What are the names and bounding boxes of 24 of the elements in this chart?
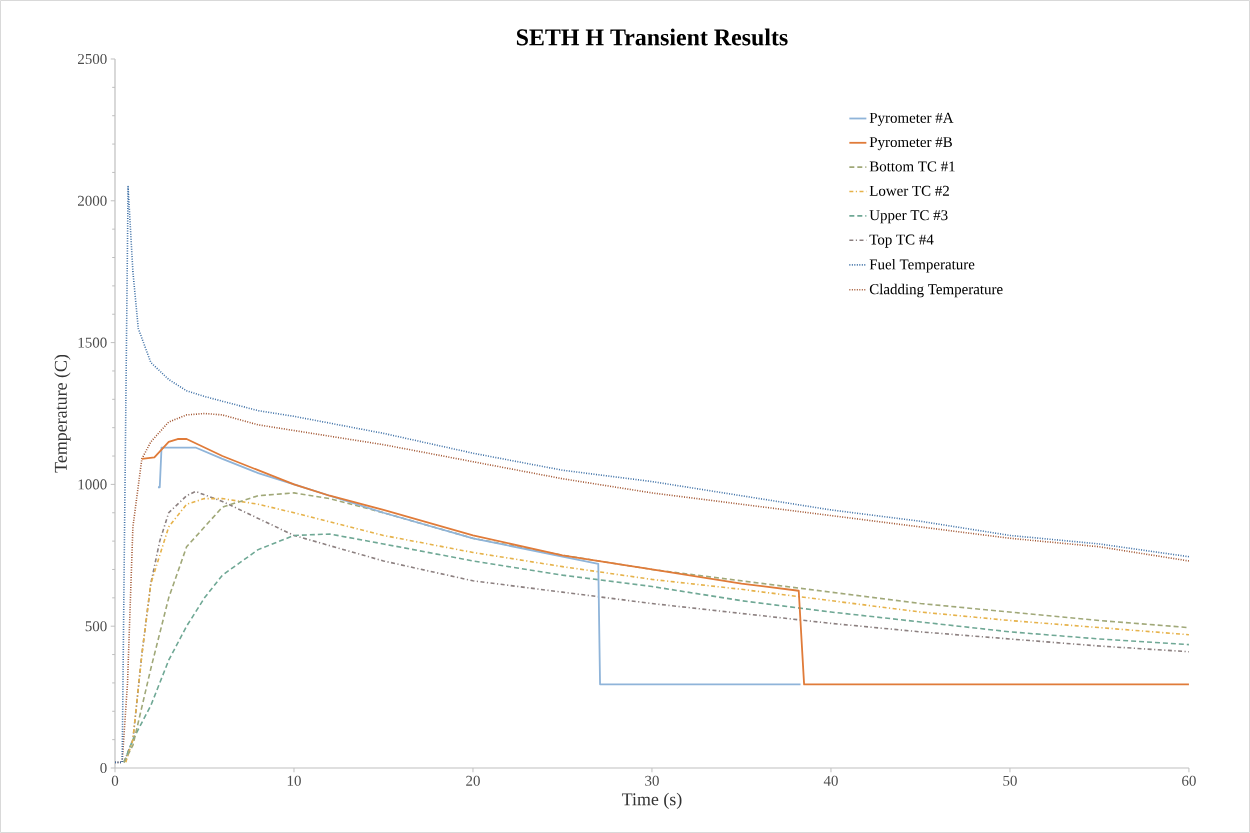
x-tick-label: 50 xyxy=(1003,775,1017,786)
x-axis-title: Time (s) xyxy=(621,792,682,809)
y-axis-title: Temperature (C) xyxy=(54,354,71,473)
chart-title: SETH H Transient Results xyxy=(516,28,788,46)
x-tick-label: 0 xyxy=(111,775,119,786)
legend-label: Bottom TC #1 xyxy=(869,161,955,172)
x-tick-label: 10 xyxy=(287,775,301,786)
x-tick-label: 40 xyxy=(823,775,838,786)
legend-label: Upper TC #3 xyxy=(869,210,948,224)
legend-label: Fuel Temperature xyxy=(869,258,975,273)
legend-label: Pyrometer #B xyxy=(869,137,952,151)
y-tick-label: 2500 xyxy=(78,53,107,65)
y-tick-label: 0 xyxy=(100,762,107,774)
y-tick-label: 500 xyxy=(85,621,107,632)
y-tick-label: 2000 xyxy=(78,195,107,206)
x-tick-label: 60 xyxy=(1182,775,1196,786)
y-tick-label: 1500 xyxy=(78,337,107,348)
x-tick-label: 30 xyxy=(645,775,659,786)
legend-label: Top TC #4 xyxy=(869,234,934,248)
y-tick-label: 1000 xyxy=(78,479,107,490)
legend-label: Cladding Temperature xyxy=(869,283,1003,298)
legend-label: Pyrometer #A xyxy=(869,112,954,126)
legend-label: Lower TC #2 xyxy=(869,185,949,196)
x-tick-label: 20 xyxy=(466,775,480,786)
